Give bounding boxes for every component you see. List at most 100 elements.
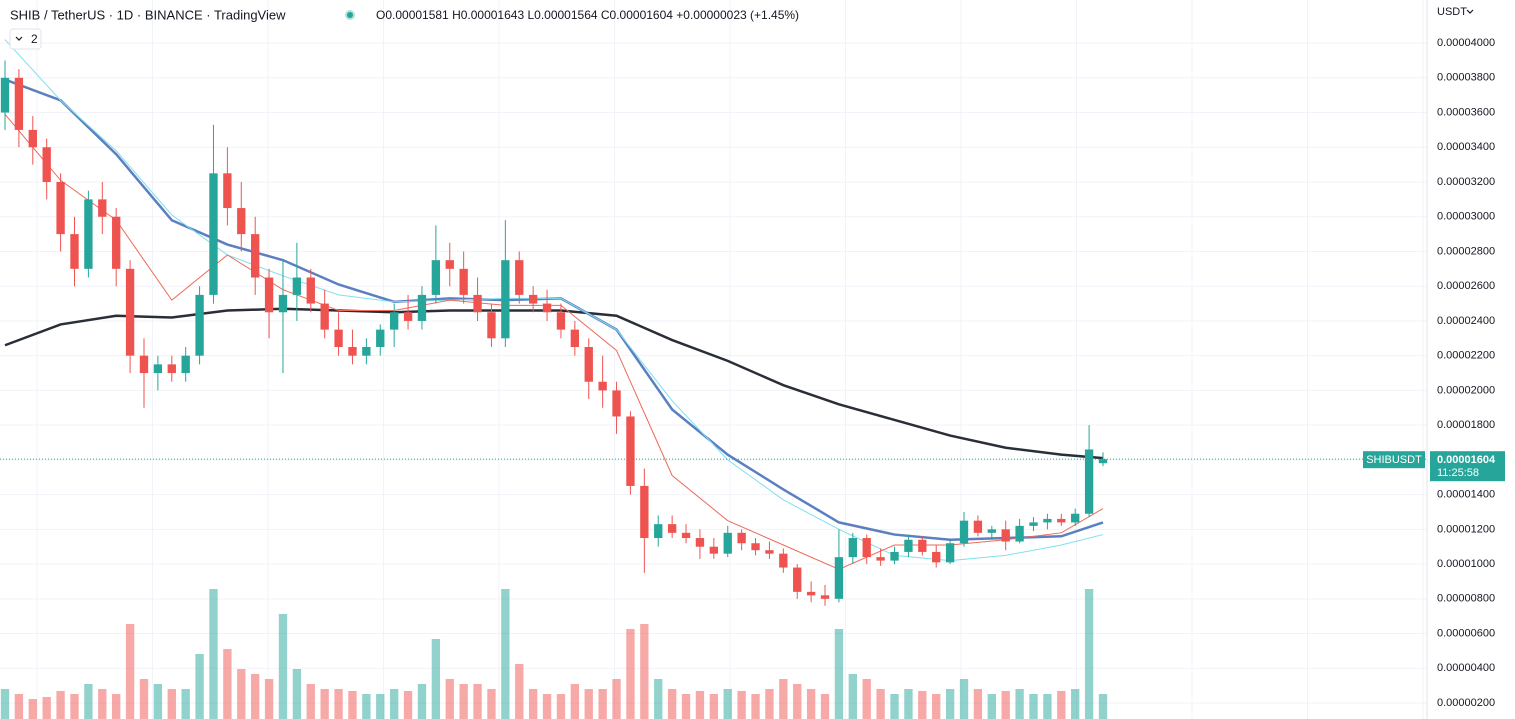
candle-body [681,532,691,539]
volume-bar [959,679,969,719]
volume-bar [542,694,552,719]
candle-body [654,524,663,539]
candle-body [125,268,135,356]
volume-bar [709,694,719,719]
volume-bar [84,684,93,719]
volume-bar [848,674,857,719]
candle-body [167,364,176,374]
y-tick-label: 0.00002600 [1437,280,1495,292]
indicator-toggle[interactable] [9,28,42,50]
last-price-label: 0.00001604 [1437,454,1496,466]
volume-bar [932,694,941,719]
candle-body [598,381,607,391]
chart-title: SHIB / TetherUS · 1D · BINANCE · Trading… [10,7,286,22]
volume-bar [223,649,232,719]
candle-body [612,390,621,417]
volume-bar [640,624,649,719]
volume-bar [1029,694,1038,719]
candle-body [695,538,705,547]
volume-bar [167,689,176,719]
volume-bar [320,689,329,719]
candle-body [667,524,677,533]
volume-bar [1001,691,1010,719]
price-box [1430,451,1505,482]
volume-bar [42,697,51,719]
y-tick-label: 0.00000200 [1437,697,1495,709]
y-tick-label: 0.00000400 [1437,662,1495,674]
candle-body [14,77,24,130]
candle-body [640,485,649,539]
candle-body [834,557,844,599]
candle-body [487,312,496,339]
y-tick-label: 0.00003200 [1437,176,1495,188]
candle-body [306,277,315,304]
symbol-label: SHIBUSDT [1366,454,1422,466]
volume-bar [626,629,635,719]
countdown: 11:25:58 [1437,467,1479,479]
volume-bar [945,689,955,719]
chevron [1466,9,1474,14]
volume-bar [181,689,190,719]
candle-body [751,543,760,551]
y-tick-label: 0.00001400 [1437,489,1495,501]
y-tick-label: 0.00002400 [1437,315,1495,327]
volume-bar [973,689,983,719]
candle-body [0,77,10,113]
volume-bar [570,684,580,719]
candle-body [431,260,441,295]
candle-body [793,567,802,592]
candle-body [473,294,482,313]
volume-bar [528,689,538,719]
indicator-count: 2 [31,32,38,46]
moving-average [4,113,1104,570]
candle-body [1084,449,1094,514]
volume-bar [681,694,691,719]
candle-body [98,199,107,217]
candle-body [70,234,79,269]
candle-body [918,539,927,552]
volume-bar [1057,691,1066,719]
volume-bar [487,689,496,719]
volume-bar [1043,694,1052,719]
candle-body [417,294,427,321]
ohlc-legend: O0.00001581 H0.00001643 L0.00001564 C0.0… [376,8,799,22]
volume-bar [862,679,871,719]
volume-bar [125,624,135,719]
candle-body [403,312,413,321]
y-tick-label: 0.00000800 [1437,593,1495,605]
volume-bar [28,699,37,719]
candle-body [904,539,913,552]
volume-bar [376,694,385,719]
candle-body [84,199,93,269]
volume-bar [751,694,760,719]
y-tick-label: 0.00003800 [1437,72,1495,84]
candle-body [264,277,274,313]
volume-bar [348,691,357,719]
candle-body [1057,518,1066,523]
volume-bar [139,679,149,719]
y-tick-label: 0.00003000 [1437,211,1495,223]
candle-body [348,346,357,356]
volume-bar [445,679,454,719]
candle-body [959,520,969,544]
currency-label[interactable]: USDT [1437,6,1467,18]
candle-body [459,268,468,295]
grid [0,0,1427,719]
candle-body [251,234,260,278]
volume-bar [612,679,621,719]
volume-bar [237,669,246,719]
volume-bar [264,679,274,719]
volume-bar [723,689,732,719]
candle-body [1071,513,1080,523]
volume-bar [820,694,830,719]
volume-bar [209,589,218,719]
volume-bar [1084,589,1094,719]
candle-body [556,312,566,330]
candle-body [362,346,371,356]
moving-average [4,39,1104,562]
y-tick-label: 0.00001200 [1437,523,1495,535]
candle-body [28,129,37,148]
candle-body [806,591,816,596]
volume-bar [56,691,65,719]
candle-body [1015,525,1024,542]
